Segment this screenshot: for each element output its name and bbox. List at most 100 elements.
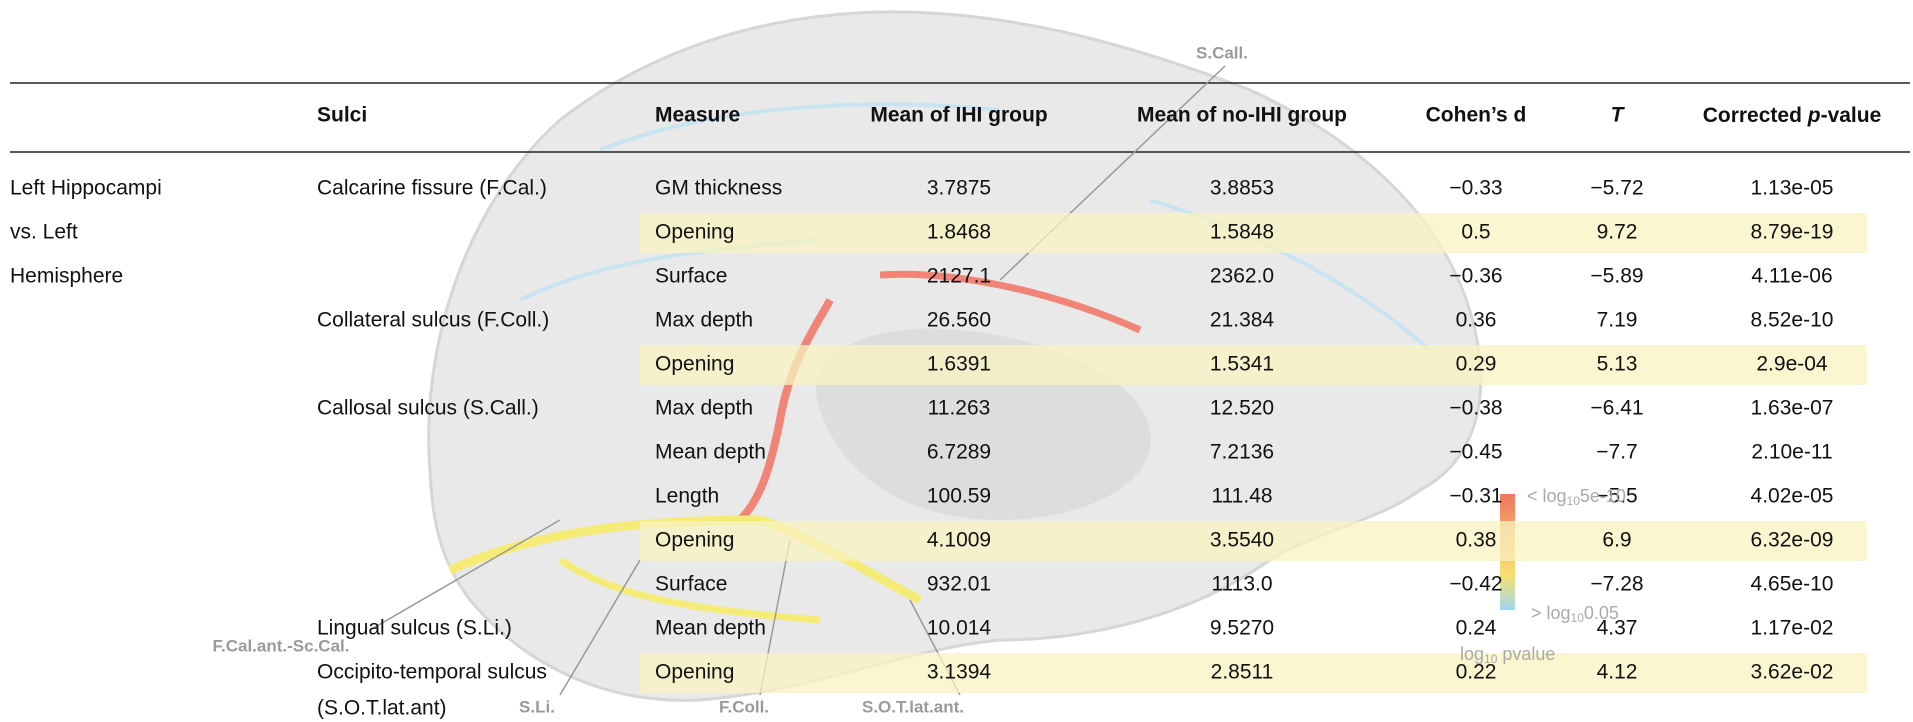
cell: 1.63e-07 [1751, 397, 1834, 420]
cell: Mean depth [655, 617, 766, 640]
header-cell: Mean of no-IHI group [1137, 104, 1347, 127]
cell: 4.11e-06 [1751, 265, 1832, 288]
row-highlight [640, 213, 1867, 253]
cell: 1.8468 [927, 221, 991, 244]
cell: 2362.0 [1210, 265, 1274, 288]
brain-label: S.O.T.lat.ant. [862, 697, 964, 716]
cell: 10.014 [927, 617, 992, 640]
colorbar-label: > log100.05 [1531, 603, 1619, 625]
cell: 2127.1 [927, 265, 991, 288]
header-text: -value [1821, 104, 1882, 127]
brain-label: S.Call. [1196, 43, 1248, 62]
header-cell: Cohen’s d [1426, 104, 1527, 127]
cell: 0.24 [1456, 617, 1497, 640]
cell: 932.01 [927, 573, 991, 596]
cell: 1113.0 [1211, 573, 1272, 596]
cell: −0.31 [1449, 485, 1502, 508]
label-sub: 10 [1567, 494, 1581, 508]
cell: −5.5 [1596, 485, 1637, 508]
cell: Opening [655, 353, 734, 376]
cell: 9.5270 [1210, 617, 1274, 640]
cell: 2.8511 [1211, 661, 1274, 684]
brain-label: F.Cal.ant.-Sc.Cal. [213, 636, 350, 655]
cell: Length [655, 485, 719, 508]
header-cell: T [1611, 104, 1626, 127]
cell: 26.560 [927, 309, 991, 332]
cell: Opening [655, 661, 734, 684]
group-cell: Hemisphere [10, 265, 123, 288]
row-highlight [640, 345, 1867, 385]
cell: 3.62e-02 [1751, 661, 1834, 684]
cell: Callosal sulcus (S.Call.) [317, 397, 539, 420]
cell: Surface [655, 573, 727, 596]
cell: 6.32e-09 [1751, 529, 1834, 552]
brain-label: S.Li. [519, 697, 555, 716]
cell: 3.8853 [1210, 177, 1274, 200]
cell: 4.37 [1597, 617, 1638, 640]
colorbar-label: log10 pvalue [1460, 644, 1555, 666]
cell: 1.5848 [1210, 221, 1274, 244]
cell: GM thickness [655, 177, 782, 200]
cell: 2.10e-11 [1751, 441, 1832, 464]
cell: Surface [655, 265, 727, 288]
cell: 4.1009 [927, 529, 991, 552]
cell: 0.29 [1456, 353, 1497, 376]
label-part: > log [1531, 603, 1571, 623]
row-highlight [640, 521, 1867, 561]
cell: 4.02e-05 [1751, 485, 1834, 508]
cell: 1.6391 [927, 353, 991, 376]
cell: 1.13e-05 [1751, 177, 1834, 200]
cell: 1.5341 [1210, 353, 1274, 376]
cell: −0.33 [1449, 177, 1502, 200]
cell: 21.384 [1210, 309, 1275, 332]
cell: Max depth [655, 309, 753, 332]
brain-label: F.Coll. [719, 697, 769, 716]
cell: 7.19 [1597, 309, 1638, 332]
cell: 8.79e-19 [1751, 221, 1834, 244]
cell: 12.520 [1210, 397, 1274, 420]
cell: −7.28 [1590, 573, 1643, 596]
cell: −5.89 [1590, 265, 1643, 288]
cell: −6.41 [1590, 397, 1643, 420]
header-text: Corrected [1703, 104, 1808, 127]
cell: 5.13 [1597, 353, 1638, 376]
cell: 4.12 [1597, 661, 1638, 684]
cell: 3.5540 [1210, 529, 1274, 552]
cell: Opening [655, 221, 734, 244]
cell: 8.52e-10 [1751, 309, 1834, 332]
cell: 11.263 [928, 397, 991, 420]
cell: 1.17e-02 [1751, 617, 1834, 640]
cell: Mean depth [655, 441, 766, 464]
cell: 9.72 [1597, 221, 1638, 244]
cell: 6.9 [1602, 529, 1631, 552]
cell: Lingual sulcus (S.Li.) [317, 617, 512, 640]
cell: 0.36 [1456, 309, 1497, 332]
row-highlight [640, 653, 1867, 693]
cell: 111.48 [1211, 485, 1272, 508]
header-cell: Sulci [317, 104, 367, 127]
cell: 0.5 [1461, 221, 1490, 244]
cell: −5.72 [1590, 177, 1643, 200]
cell: Max depth [655, 397, 753, 420]
label-sub: 10 [1484, 652, 1498, 666]
cell: 7.2136 [1210, 441, 1274, 464]
label-part: 5e-10 [1580, 486, 1626, 506]
group-cell: Left Hippocampi [10, 177, 162, 200]
colorbar-label: < log105e-10 [1527, 486, 1626, 508]
cell: −7.7 [1596, 441, 1637, 464]
header-cell: Corrected p-value [1703, 104, 1882, 127]
label-part: log [1460, 644, 1484, 664]
cell: −0.45 [1449, 441, 1502, 464]
cell: 2.9e-04 [1756, 353, 1828, 376]
cell: −0.42 [1449, 573, 1502, 596]
cell: 100.59 [927, 485, 991, 508]
group-cell: vs. Left [10, 221, 78, 244]
label-part: pvalue [1497, 644, 1555, 664]
header-cell: Measure [655, 104, 740, 127]
cell: Calcarine fissure (F.Cal.) [317, 177, 547, 200]
cell: −0.38 [1449, 397, 1502, 420]
label-part: 0.05 [1584, 603, 1619, 623]
cell: −0.36 [1449, 265, 1502, 288]
label-part: < log [1527, 486, 1567, 506]
